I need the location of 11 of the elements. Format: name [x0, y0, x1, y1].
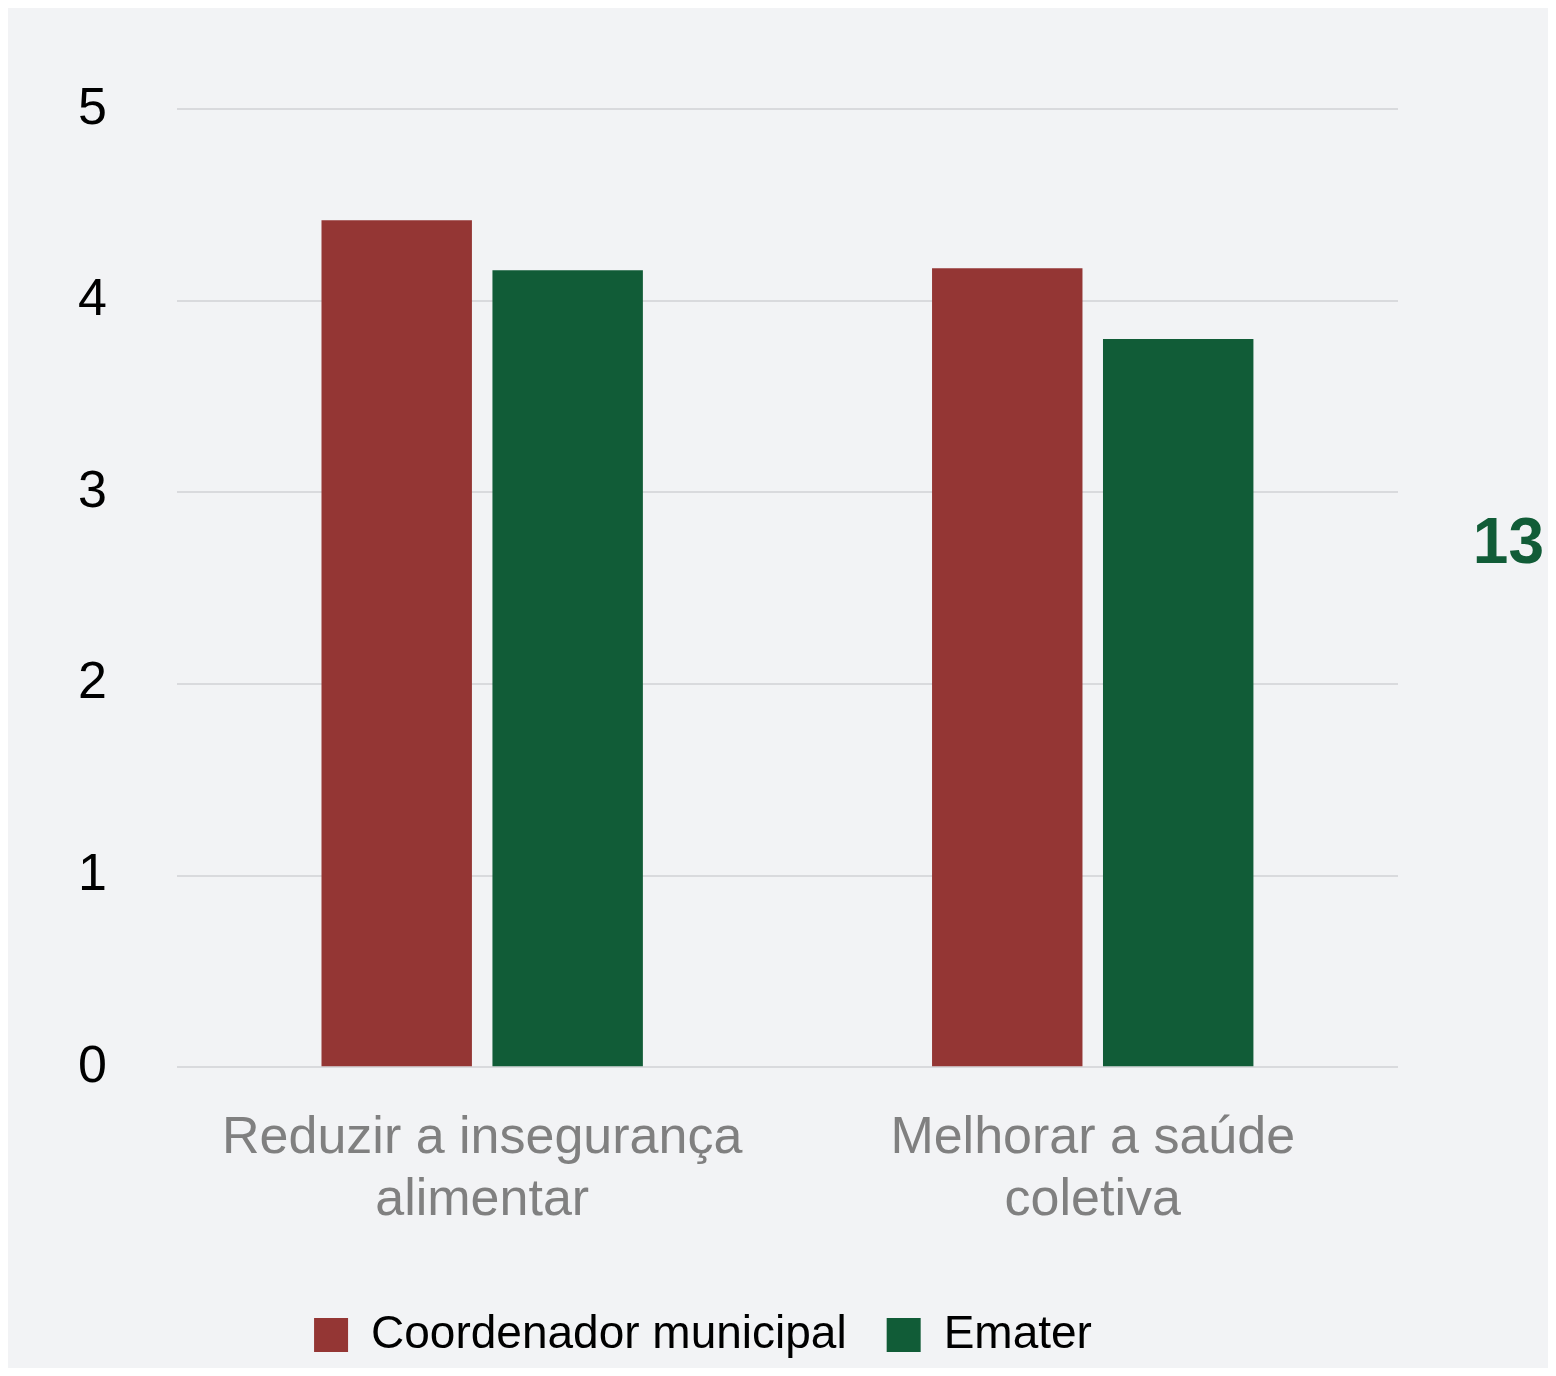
y-tick-label: 4	[78, 268, 107, 327]
y-tick-label: 2	[78, 651, 107, 710]
x-tick-label: Melhorar a saúde coletiva	[890, 1105, 1296, 1227]
text: 13	[1472, 504, 1544, 577]
y-tick-label: 1	[78, 842, 107, 901]
x-tick-label: Reduzir a insegurança alimentar	[222, 1105, 743, 1227]
legend-label: Emater	[943, 1305, 1092, 1358]
y-tick-label: 5	[78, 76, 107, 135]
y-tick-label: 3	[78, 459, 107, 518]
y-tick-label: 0	[78, 1034, 107, 1093]
legend-label: Coordenador municipal	[371, 1305, 847, 1358]
